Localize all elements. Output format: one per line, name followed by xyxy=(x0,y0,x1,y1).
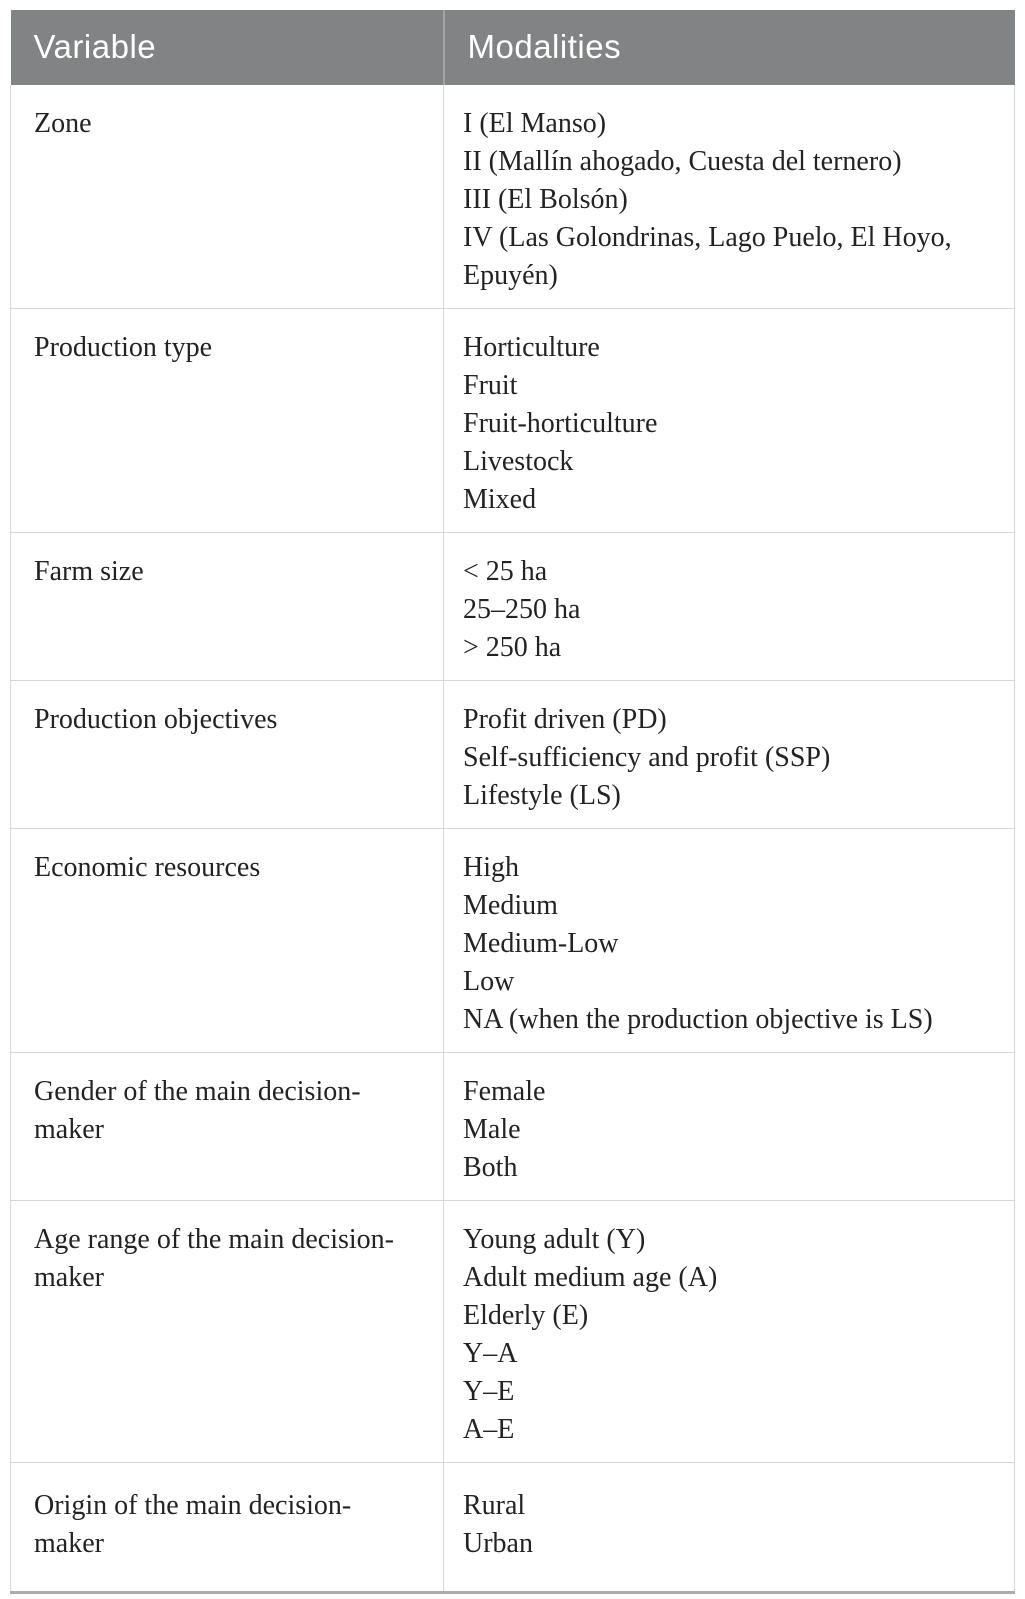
variable-line: Zone xyxy=(34,108,92,139)
variable-line: Gender of the main decision- xyxy=(34,1076,361,1107)
modalities-cell: Horticulture Fruit Fruit-horticulture Lives… xyxy=(443,308,1015,533)
table-row: Origin of the main decision-maker Rural Ur… xyxy=(10,1462,1015,1593)
modality-item: Fruit xyxy=(463,370,518,401)
modality-item: 25–250 ha xyxy=(463,594,581,625)
modality-item: Adult medium age (A) xyxy=(463,1262,718,1293)
variable-line: maker xyxy=(34,1262,104,1293)
table-row: Production type Horticulture Fruit Fruit-ho… xyxy=(10,308,1015,533)
modality-item: Self-sufficiency and profit (SSP) xyxy=(463,742,831,773)
modalities-cell: Female Male Both xyxy=(443,1052,1015,1201)
modality-item: Low xyxy=(463,966,515,997)
table-body: Zone I (El Manso) II (Mallín ahogado, Cues… xyxy=(10,85,1015,1593)
modality-item: < 25 ha xyxy=(463,556,548,587)
variable-cell: Origin of the main decision-maker xyxy=(10,1462,444,1593)
modality-item: IV (Las Golondrinas, Lago Puelo, El Hoyo… xyxy=(463,222,952,291)
header-row: Variable Modalities xyxy=(10,10,1015,85)
modality-item: A–E xyxy=(463,1414,515,1445)
modalities-cell: Young adult (Y) Adult medium age (A) Elder… xyxy=(443,1200,1015,1463)
modality-item: Both xyxy=(463,1152,518,1183)
variable-cell: Zone xyxy=(10,85,444,309)
modalities-cell: Profit driven (PD) Self-sufficiency and p… xyxy=(443,680,1015,829)
modality-item: Lifestyle (LS) xyxy=(463,780,621,811)
modality-item: I (El Manso) xyxy=(463,108,607,139)
modality-item: Mixed xyxy=(463,484,537,515)
modality-item: Profit driven (PD) xyxy=(463,704,667,735)
table-row: Zone I (El Manso) II (Mallín ahogado, Cues… xyxy=(10,85,1015,309)
variable-line: maker xyxy=(34,1528,104,1559)
variable-cell: Farm size xyxy=(10,532,444,681)
column-header-modalities: Modalities xyxy=(442,10,1015,85)
modality-item: Elderly (E) xyxy=(463,1300,589,1331)
modality-item: Fruit-horticulture xyxy=(463,408,658,439)
modality-item: NA (when the production objective is LS) xyxy=(463,1004,933,1035)
variable-cell: Economic resources xyxy=(10,828,444,1053)
modality-item: II (Mallín ahogado, Cuesta del ternero) xyxy=(463,146,902,177)
modality-item: Young adult (Y) xyxy=(463,1224,646,1255)
variable-line: Economic resources xyxy=(34,852,261,883)
variable-cell: Production type xyxy=(10,308,444,533)
modality-item: Rural xyxy=(463,1490,526,1521)
modality-item: High xyxy=(463,852,519,883)
modality-item: > 250 ha xyxy=(463,632,562,663)
modality-item: Y–A xyxy=(463,1338,518,1369)
variable-line: Farm size xyxy=(34,556,144,587)
modality-item: Medium-Low xyxy=(463,928,619,959)
variable-cell: Gender of the main decision-maker xyxy=(10,1052,444,1201)
variable-cell: Age range of the main decision-maker xyxy=(10,1200,444,1463)
modality-item: Y–E xyxy=(463,1376,515,1407)
variable-line: maker xyxy=(34,1114,104,1145)
modalities-cell: I (El Manso) II (Mallín ahogado, Cuesta d… xyxy=(443,85,1015,309)
modality-item: Livestock xyxy=(463,446,574,477)
table-row: Gender of the main decision-maker Female M… xyxy=(10,1052,1015,1201)
modality-item: Medium xyxy=(463,890,558,921)
modalities-cell: High Medium Medium-Low Low NA (when the prod… xyxy=(443,828,1015,1053)
modalities-cell: < 25 ha 25–250 ha > 250 ha xyxy=(443,532,1015,681)
variables-modalities-table: Variable Modalities Zone I (El Manso) II (… xyxy=(10,10,1015,1594)
table-row: Age range of the main decision-maker Youn… xyxy=(10,1200,1015,1463)
modality-item: III (El Bolsón) xyxy=(463,184,628,215)
variable-line: Production objectives xyxy=(34,704,278,735)
modality-item: Male xyxy=(463,1114,521,1145)
modality-item: Horticulture xyxy=(463,332,600,363)
variable-line: Origin of the main decision- xyxy=(34,1490,352,1521)
table-row: Production objectives Profit driven (PD) S… xyxy=(10,680,1015,829)
variable-line: Production type xyxy=(34,332,213,363)
modality-item: Urban xyxy=(463,1528,533,1559)
table-header: Variable Modalities xyxy=(10,10,1015,85)
variable-line: Age range of the main decision- xyxy=(34,1224,394,1255)
column-header-variable: Variable xyxy=(10,10,444,85)
table-row: Economic resources High Medium Medium-Low Lo… xyxy=(10,828,1015,1053)
variable-cell: Production objectives xyxy=(10,680,444,829)
table-row: Farm size < 25 ha 25–250 ha > 250 ha xyxy=(10,532,1015,681)
modality-item: Female xyxy=(463,1076,546,1107)
modalities-cell: Rural Urban xyxy=(443,1462,1015,1593)
